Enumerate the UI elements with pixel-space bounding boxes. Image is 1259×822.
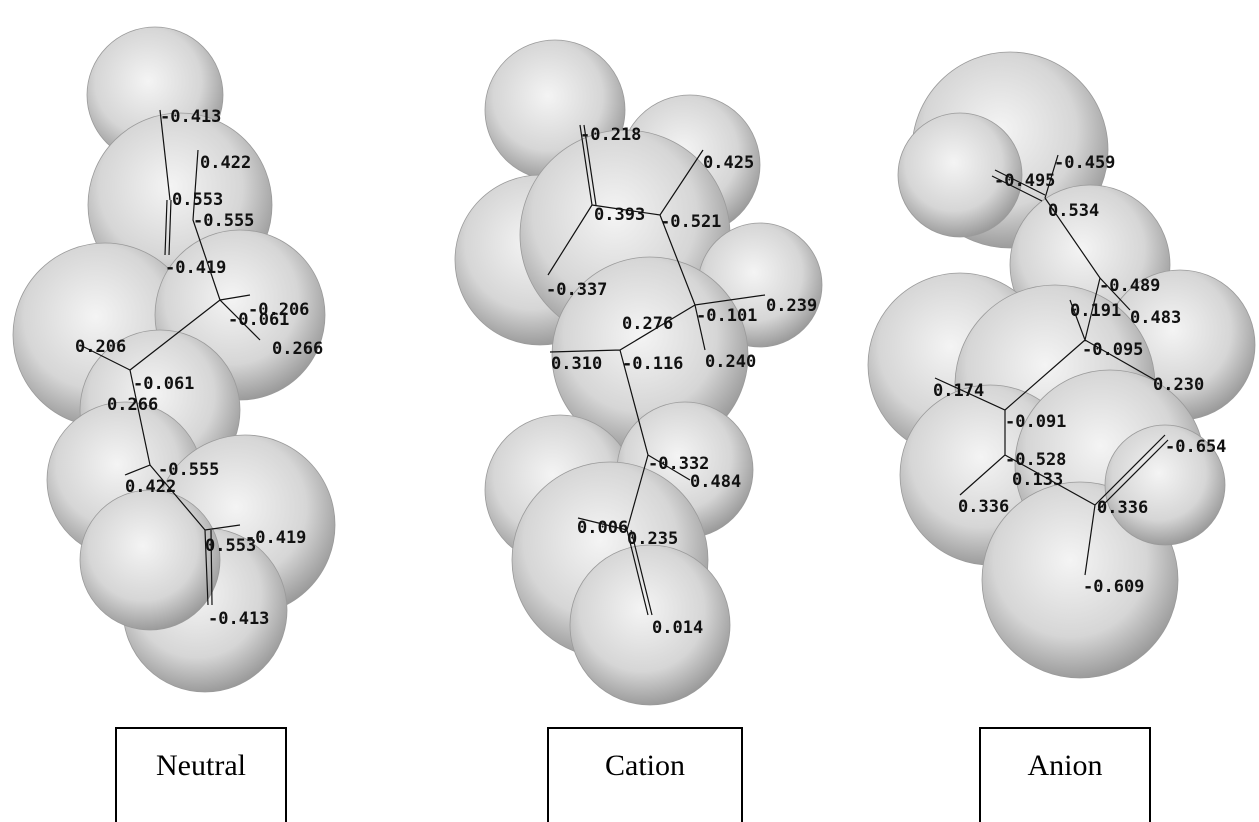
charge-label: 0.174 bbox=[933, 381, 984, 401]
charge-label: 0.336 bbox=[958, 497, 1009, 517]
charge-label: 0.240 bbox=[705, 352, 756, 372]
charge-label: 0.133 bbox=[1012, 470, 1063, 490]
panel-label: Cation bbox=[605, 749, 685, 782]
charge-label: 0.553 bbox=[172, 190, 223, 210]
charge-label: 0.266 bbox=[107, 395, 158, 415]
charge-label: -0.061 bbox=[228, 310, 289, 330]
charge-label: -0.332 bbox=[648, 454, 709, 474]
panel-labels: Neutral Cation Anion bbox=[116, 728, 1150, 822]
charge-label: 0.266 bbox=[272, 339, 323, 359]
charge-label: 0.484 bbox=[690, 472, 741, 492]
charge-label: -0.218 bbox=[580, 125, 641, 145]
surface-lobe bbox=[80, 490, 220, 630]
charge-label: 0.483 bbox=[1130, 308, 1181, 328]
charge-label: -0.413 bbox=[160, 107, 221, 127]
charge-label: -0.116 bbox=[622, 354, 683, 374]
charge-label: 0.006 bbox=[577, 518, 628, 538]
charge-label: 0.230 bbox=[1153, 375, 1204, 395]
charge-label: -0.419 bbox=[245, 528, 306, 548]
charge-label: -0.091 bbox=[1005, 412, 1066, 432]
charge-label: 0.336 bbox=[1097, 498, 1148, 518]
panel-label: Neutral bbox=[156, 749, 246, 782]
charge-label: -0.654 bbox=[1165, 437, 1226, 457]
charge-label: -0.489 bbox=[1099, 276, 1160, 296]
charge-label: -0.495 bbox=[994, 171, 1055, 191]
charge-label: -0.528 bbox=[1005, 450, 1066, 470]
surface-lobe bbox=[570, 545, 730, 705]
panel-label: Anion bbox=[1028, 749, 1103, 782]
charge-label: 0.191 bbox=[1070, 301, 1121, 321]
charge-label: 0.276 bbox=[622, 314, 673, 334]
charge-label: 0.425 bbox=[703, 153, 754, 173]
charge-label: 0.014 bbox=[652, 618, 703, 638]
charge-label: -0.521 bbox=[660, 212, 721, 232]
charge-label: 0.534 bbox=[1048, 201, 1099, 221]
charge-label: 0.310 bbox=[551, 354, 602, 374]
charge-label: 0.239 bbox=[766, 296, 817, 316]
charge-label: -0.101 bbox=[696, 306, 757, 326]
charge-label: -0.555 bbox=[193, 211, 254, 231]
charge-label: -0.459 bbox=[1054, 153, 1115, 173]
charge-label: -0.061 bbox=[133, 374, 194, 394]
charge-label: -0.413 bbox=[208, 609, 269, 629]
charge-label: 0.206 bbox=[75, 337, 126, 357]
charge-label: -0.419 bbox=[165, 258, 226, 278]
figure: Neutral Cation Anion -0.4130.4220.553-0.… bbox=[0, 0, 1259, 822]
charge-label: 0.235 bbox=[627, 529, 678, 549]
charge-label: 0.422 bbox=[125, 477, 176, 497]
charge-label: -0.609 bbox=[1083, 577, 1144, 597]
charge-label: 0.422 bbox=[200, 153, 251, 173]
charge-label: 0.393 bbox=[594, 205, 645, 225]
charge-label: -0.095 bbox=[1082, 340, 1143, 360]
charge-label: -0.337 bbox=[546, 280, 607, 300]
